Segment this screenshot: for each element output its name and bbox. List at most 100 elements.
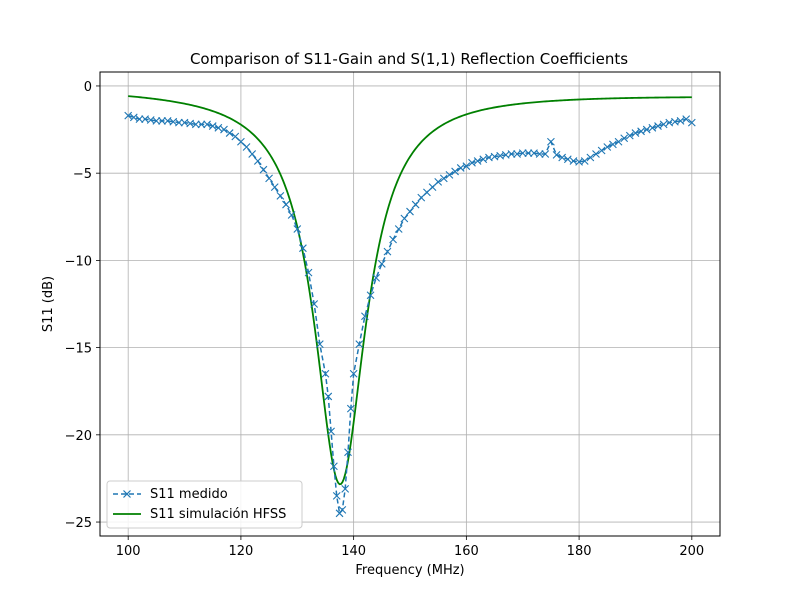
data-point-measured	[304, 268, 313, 277]
data-point-measured	[563, 155, 572, 164]
data-point-measured	[383, 247, 392, 256]
data-point-measured	[242, 143, 251, 151]
ticks: 100 120 140 160 180 200 0 −5 −10 −15 −20 −25	[65, 80, 705, 559]
data-point-measured	[341, 485, 350, 493]
data-point-measured	[344, 448, 352, 457]
data-point-measured	[389, 235, 397, 244]
data-point-measured	[518, 149, 527, 158]
data-point-measured	[276, 191, 285, 200]
legend-label-simulated: S11 simulación HFSS	[150, 507, 286, 522]
data-point-measured	[327, 427, 335, 436]
data-point-measured	[124, 111, 133, 120]
y-tick-label: −15	[65, 342, 92, 357]
data-point-measured	[377, 259, 386, 268]
data-point-measured	[406, 207, 414, 216]
data-point-measured	[648, 123, 657, 132]
series-line-simulated	[128, 95, 692, 486]
data-point-measured	[338, 505, 347, 514]
data-point-measured	[214, 123, 223, 132]
plot-area	[124, 95, 696, 518]
legend: S11 medido S11 simulación HFSS	[106, 480, 303, 529]
data-point-measured	[259, 165, 268, 174]
data-point-measured	[315, 340, 324, 349]
data-point-measured	[541, 150, 550, 158]
data-point-measured	[654, 122, 662, 130]
data-point-measured	[507, 150, 516, 158]
data-point-measured	[434, 178, 443, 186]
data-point-measured	[135, 115, 144, 123]
data-point-measured	[558, 153, 567, 162]
data-point-measured	[479, 155, 488, 164]
data-point-measured	[462, 162, 471, 171]
data-point-measured	[400, 214, 409, 223]
data-point-measured	[439, 174, 448, 183]
data-point-measured	[330, 462, 338, 471]
data-point-measured	[346, 404, 355, 413]
legend-box	[106, 480, 303, 529]
data-point-measured	[253, 157, 262, 165]
legend-label-measured: S11 medido	[150, 487, 228, 502]
data-point-measured	[445, 171, 454, 179]
data-point-measured	[197, 120, 206, 129]
data-point-measured	[676, 116, 685, 125]
y-tick-label: −20	[65, 429, 92, 444]
y-axis-label: S11 (dB)	[41, 276, 56, 332]
data-point-measured	[175, 118, 183, 127]
data-point-measured	[299, 244, 307, 253]
data-point-measured	[620, 134, 629, 143]
data-point-measured	[293, 225, 302, 233]
data-point-measured	[682, 115, 691, 123]
data-point-measured	[324, 392, 333, 401]
x-axis-label: Frequency (MHz)	[355, 563, 464, 578]
x-tick-label: 160	[454, 544, 479, 559]
chart-title: Comparison of S11-Gain and S(1,1) Reflec…	[190, 50, 628, 68]
data-point-measured	[349, 369, 358, 378]
data-point-measured	[524, 149, 533, 158]
data-point-measured	[220, 125, 228, 134]
data-point-measured	[687, 118, 696, 127]
data-point-measured	[191, 120, 200, 129]
data-point-measured	[592, 150, 600, 158]
data-point-measured	[535, 150, 544, 158]
data-point-measured	[451, 167, 459, 176]
data-point-measured	[129, 113, 138, 122]
data-point-measured	[547, 137, 555, 146]
y-tick-label: 0	[84, 80, 92, 95]
data-point-measured	[456, 164, 465, 172]
data-point-measured	[225, 129, 234, 137]
data-point-measured	[637, 127, 645, 136]
data-point-measured	[287, 211, 296, 219]
data-point-measured	[642, 125, 651, 134]
data-point-measured	[659, 120, 668, 129]
data-point-measured	[473, 157, 482, 165]
data-point-measured	[208, 122, 217, 130]
data-point-measured	[631, 129, 640, 137]
data-point-measured	[248, 150, 257, 158]
y-tick-label: −5	[73, 167, 92, 182]
data-point-measured	[366, 291, 375, 300]
legend-marker-measured	[123, 490, 131, 498]
data-point-measured	[411, 200, 420, 209]
data-point-measured	[625, 131, 634, 140]
data-point-measured	[203, 120, 211, 129]
x-tick-label: 180	[567, 544, 592, 559]
data-point-measured	[586, 153, 595, 162]
data-point-measured	[552, 150, 561, 159]
data-point-measured	[372, 273, 381, 282]
data-point-measured	[282, 200, 290, 209]
y-tick-label: −25	[65, 516, 92, 531]
data-point-measured	[580, 157, 589, 165]
data-point-measured	[355, 340, 364, 349]
y-tick-label: −10	[65, 254, 92, 269]
axes-frame	[99, 71, 721, 537]
data-point-measured	[468, 158, 476, 167]
data-point-measured	[597, 146, 606, 155]
data-point-measured	[265, 174, 273, 183]
data-point-measured	[394, 225, 403, 233]
data-point-measured	[332, 491, 341, 500]
data-point-measured	[158, 116, 166, 125]
data-point-measured	[152, 116, 161, 125]
data-point-measured	[603, 143, 612, 151]
series-line-measured	[127, 114, 693, 516]
data-point-measured	[614, 137, 623, 146]
